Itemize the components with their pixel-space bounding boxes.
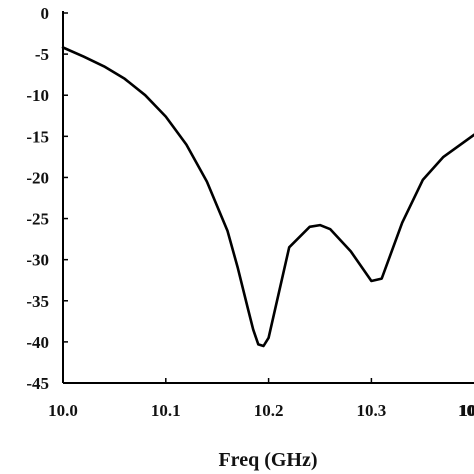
x-tick-label: 10.3 xyxy=(357,401,387,420)
y-tick-label: -15 xyxy=(26,127,49,146)
y-tick-label: 0 xyxy=(41,4,50,23)
chart-tick-labels: 0 -5 -10 -15 -20 -25 -30 -35 -40 -45 10.0 10.1 10.2 1… xyxy=(26,4,474,420)
x-tick-label: 10.1 xyxy=(151,401,181,420)
x-tick-label: 10.2 xyxy=(254,401,284,420)
y-tick-label: -10 xyxy=(26,86,49,105)
x-tick-label: 10 xyxy=(458,401,474,420)
y-tick-label: -25 xyxy=(26,210,49,229)
y-tick-label: -45 xyxy=(26,374,49,393)
x-tick-label: 10.0 xyxy=(48,401,78,420)
y-tick-label: -40 xyxy=(26,333,49,352)
y-tick-label: -35 xyxy=(26,292,49,311)
x-tick-label: 10.4 xyxy=(459,401,474,420)
series-line xyxy=(61,46,474,348)
x-axis-label: Freq (GHz) xyxy=(218,449,317,471)
y-tick-label: -5 xyxy=(35,45,49,64)
chart-ticks xyxy=(62,12,373,384)
y-tick-label: -30 xyxy=(26,251,49,270)
chart-axes xyxy=(62,11,474,384)
y-tick-label: -20 xyxy=(26,168,49,187)
